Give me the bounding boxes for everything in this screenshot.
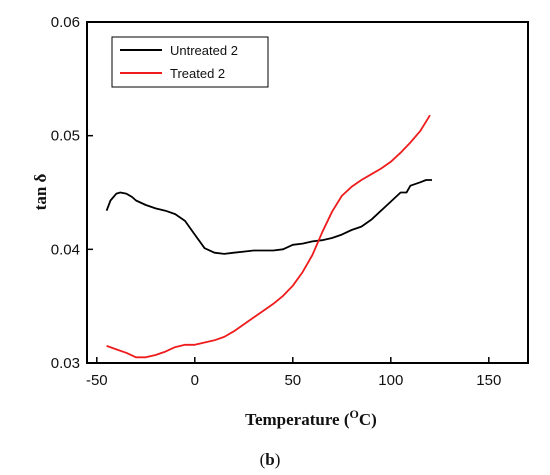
figure-caption: (b) <box>260 450 281 469</box>
x-tick-label: 150 <box>476 372 501 389</box>
x-axis-title-main: Temperature ( <box>245 410 350 429</box>
x-axis-title: Temperature (OC) <box>245 407 377 429</box>
y-axis-title: tan δ <box>31 173 50 210</box>
x-axis-title-unit: C) <box>359 410 377 429</box>
x-tick-label: 50 <box>284 372 301 389</box>
series-line-treated <box>106 114 431 359</box>
series-line-untreated <box>105 179 432 255</box>
ticks: -50 0 50 100 150 0.03 0.04 0.05 0.06 <box>51 14 502 389</box>
caption-close: ) <box>275 450 281 469</box>
caption-letter: b <box>265 450 274 469</box>
legend-label-untreated: Untreated 2 <box>170 43 238 58</box>
y-tick-label: 0.03 <box>51 355 80 372</box>
y-tick-label: 0.06 <box>51 14 80 31</box>
y-tick-label: 0.05 <box>51 128 80 145</box>
legend-box <box>111 36 269 88</box>
x-tick-label: 100 <box>378 372 403 389</box>
x-tick-label: -50 <box>86 372 108 389</box>
caption-open: ( <box>260 450 266 469</box>
y-tick-label: 0.04 <box>51 241 80 258</box>
plot-frame <box>86 21 529 364</box>
series-layer <box>105 114 432 359</box>
legend-label-treated: Treated 2 <box>170 66 225 81</box>
x-axis-title-sup: O <box>350 407 359 421</box>
legend: Untreated 2 Treated 2 <box>111 36 269 88</box>
x-tick-label: 0 <box>191 372 199 389</box>
